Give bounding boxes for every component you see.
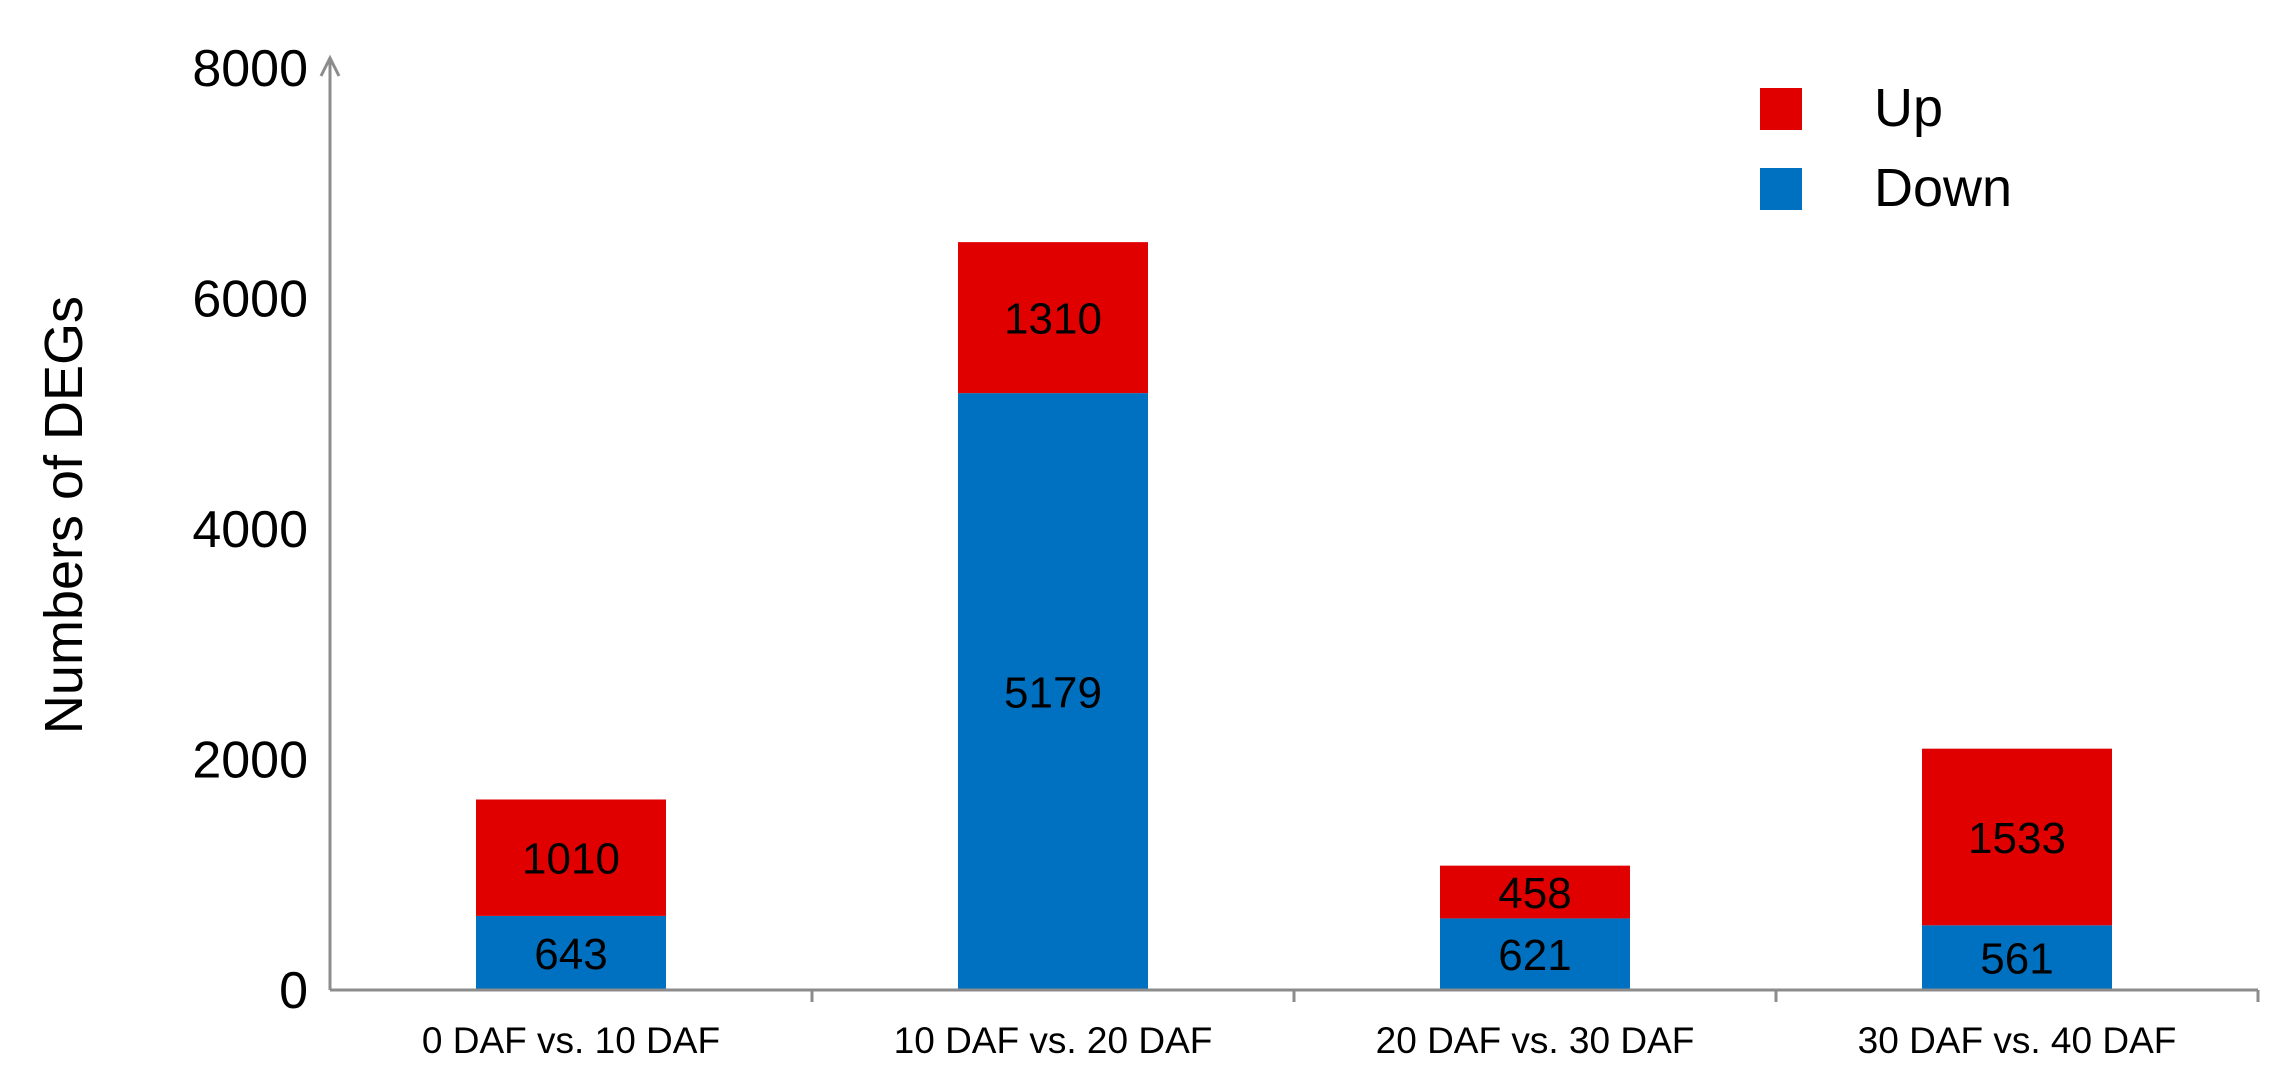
legend-label-up: Up [1874,78,1943,138]
data-label-up-0: 1010 [522,835,620,884]
bar-down-0 [476,915,666,990]
legend-swatch-up [1760,88,1802,130]
x-axis-category-labels: 0 DAF vs. 10 DAF 10 DAF vs. 20 DAF 20 DAF … [422,1020,2176,1061]
y-axis-title: Numbers of DEGs [34,296,94,734]
bar-up-3 [1922,748,2112,926]
x-category-label: 20 DAF vs. 30 DAF [1376,1020,1695,1061]
y-tick-label: 2000 [192,732,308,790]
legend-label-down: Down [1874,158,2012,218]
data-labels: 643 1010 5179 1310 621 458 561 1533 [522,295,2066,984]
bar-up-1 [958,242,1148,394]
data-label-down-3: 561 [1980,935,2053,984]
y-tick-label: 6000 [192,271,308,329]
bar-down-1 [958,393,1148,990]
axes [319,54,2260,1002]
data-label-down-0: 643 [534,930,607,979]
y-tick-label: 8000 [192,40,308,98]
data-label-down-1: 5179 [1004,669,1102,718]
x-category-label: 30 DAF vs. 40 DAF [1858,1020,2177,1061]
legend: Up Down [1760,78,2012,218]
bar-down-3 [1922,925,2112,990]
bar-up-2 [1440,865,1630,919]
y-tick-label: 4000 [192,501,308,559]
x-category-label: 0 DAF vs. 10 DAF [422,1020,720,1061]
data-label-up-2: 458 [1498,869,1571,918]
data-label-up-3: 1533 [1968,814,2066,863]
bars [476,242,2112,990]
bar-up-0 [476,799,666,916]
y-axis-arrow [319,54,341,77]
data-label-down-2: 621 [1498,931,1571,980]
y-tick-label: 0 [279,962,308,1020]
legend-swatch-down [1760,168,1802,210]
data-label-up-1: 1310 [1004,295,1102,344]
bar-down-2 [1440,918,1630,990]
x-category-label: 10 DAF vs. 20 DAF [894,1020,1213,1061]
y-axis-ticks: 0 2000 4000 6000 8000 [192,40,308,1020]
